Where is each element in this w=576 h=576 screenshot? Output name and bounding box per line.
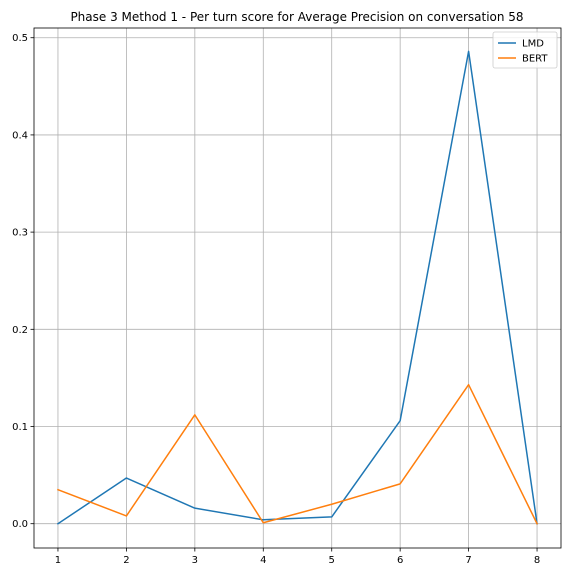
y-tick-label: 0.2 <box>12 325 28 336</box>
y-tick-label: 0.5 <box>12 33 28 44</box>
x-tick-label: 7 <box>465 555 471 566</box>
grid <box>34 28 561 548</box>
series-line-lmd <box>56 50 538 525</box>
x-tick-label: 2 <box>123 555 129 566</box>
plot-frame <box>33 27 562 549</box>
y-tick-label: 0.0 <box>12 519 28 530</box>
x-tick-label: 8 <box>534 555 540 566</box>
series-layer <box>56 50 539 525</box>
legend-label-bert: BERT <box>522 54 548 65</box>
x-tick-label: 5 <box>329 555 335 566</box>
x-tick-label: 1 <box>55 555 61 566</box>
series-line-bert <box>56 383 539 525</box>
chart-title: Phase 3 Method 1 - Per turn score for Av… <box>70 10 523 24</box>
axis-ticks: 1 2 3 4 5 6 7 8 0.0 0.1 0.2 0.3 0.4 0.5 <box>12 33 540 566</box>
legend-box <box>492 31 558 69</box>
x-tick-label: 3 <box>192 555 198 566</box>
y-tick-label: 0.4 <box>12 130 28 141</box>
y-tick-label: 0.1 <box>12 422 28 433</box>
plot-area <box>34 28 561 548</box>
legend-label-lmd: LMD <box>522 39 544 50</box>
y-tick-label: 0.3 <box>12 228 28 239</box>
legend: LMD BERT <box>492 31 558 69</box>
x-tick-label: 6 <box>397 555 403 566</box>
x-tick-label: 4 <box>260 555 266 566</box>
